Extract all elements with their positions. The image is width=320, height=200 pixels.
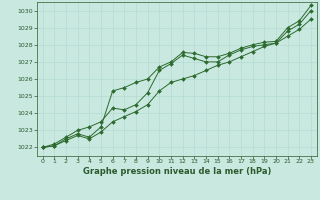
X-axis label: Graphe pression niveau de la mer (hPa): Graphe pression niveau de la mer (hPa): [83, 167, 271, 176]
